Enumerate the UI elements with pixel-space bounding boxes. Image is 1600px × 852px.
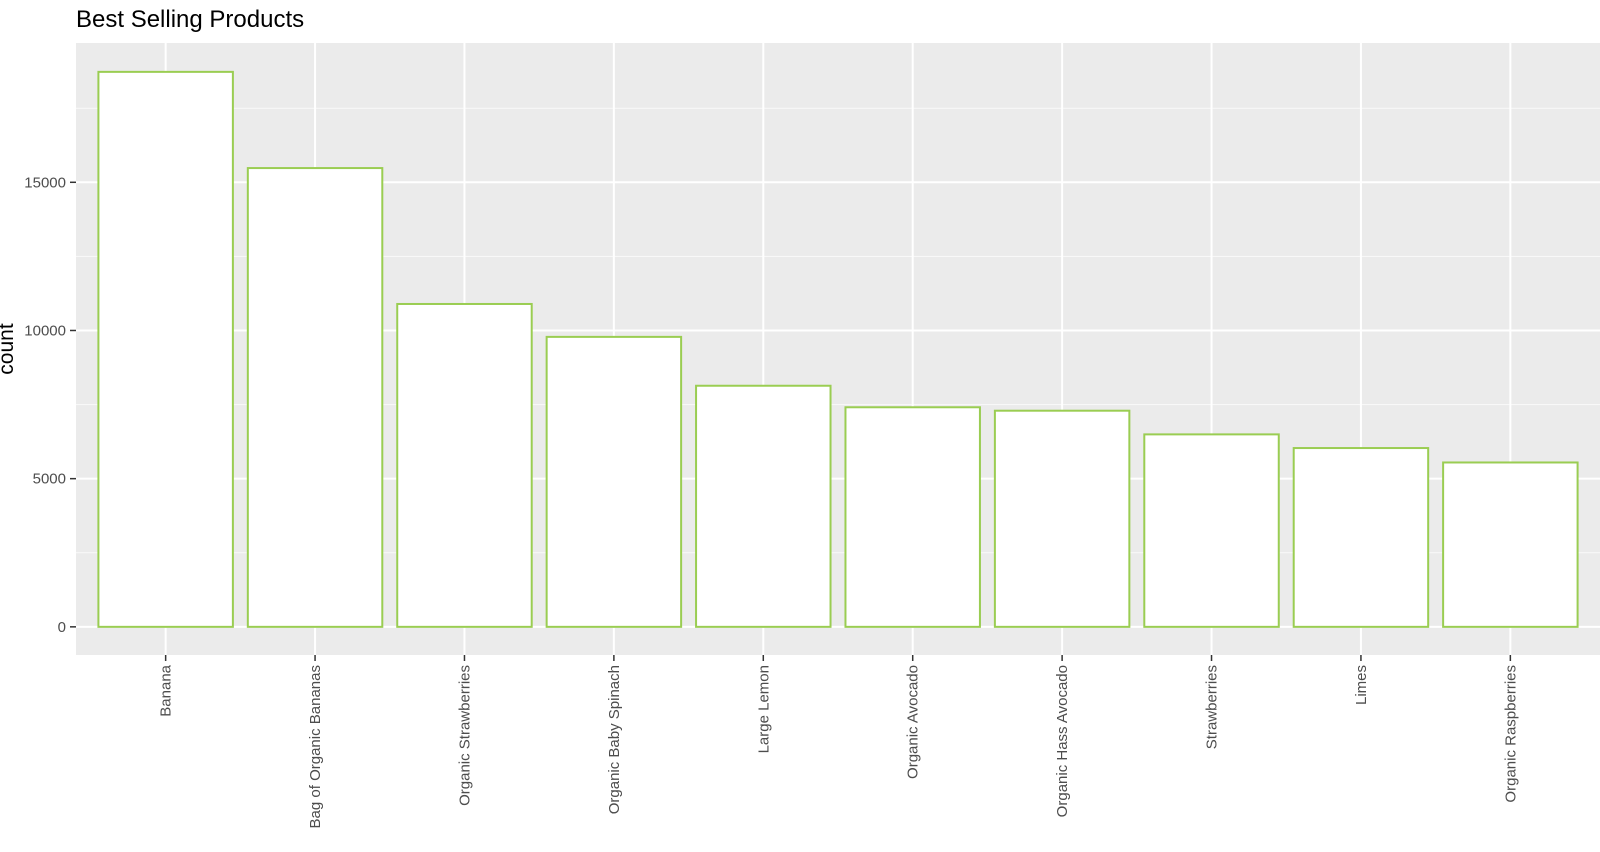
y-axis: 0 5000 10000 15000 [24,174,76,636]
x-tick-label: Organic Strawberries [456,665,473,806]
bar-organic-avocado [844,406,981,628]
chart-title: Best Selling Products [76,6,304,33]
x-axis: Banana Bag of Organic Bananas Organic Stra… [158,655,1519,828]
x-tick-label: Organic Raspberries [1502,665,1519,803]
bars [97,70,1579,628]
x-tick-label: Strawberries [1204,665,1221,749]
x-tick-label: Organic Baby Spinach [606,665,623,814]
bar-organic-raspberries [1442,461,1579,628]
x-tick-label: Organic Hass Avocado [1054,665,1071,817]
bar-banana [97,70,234,628]
x-tick-label: Limes [1353,665,1370,705]
y-tick-label: 5000 [33,471,66,488]
x-tick-label: Bag of Organic Bananas [307,665,324,828]
x-tick-label: Organic Avocado [905,665,922,779]
y-axis-title: count [0,323,18,375]
x-tick-label: Banana [158,664,175,716]
y-tick-label: 10000 [24,322,66,339]
bar-strawberries [1143,433,1280,628]
x-tick-label: Large Lemon [755,665,772,753]
bar-limes [1292,447,1430,628]
bar-bag-of-organic-bananas [246,167,384,628]
y-tick-label: 15000 [24,174,66,191]
bar-organic-hass-avocado [993,409,1131,628]
bar-organic-strawberries [396,302,533,628]
bar-organic-baby-spinach [545,335,683,628]
y-tick-label: 0 [58,619,66,636]
bar-large-lemon [695,384,832,628]
